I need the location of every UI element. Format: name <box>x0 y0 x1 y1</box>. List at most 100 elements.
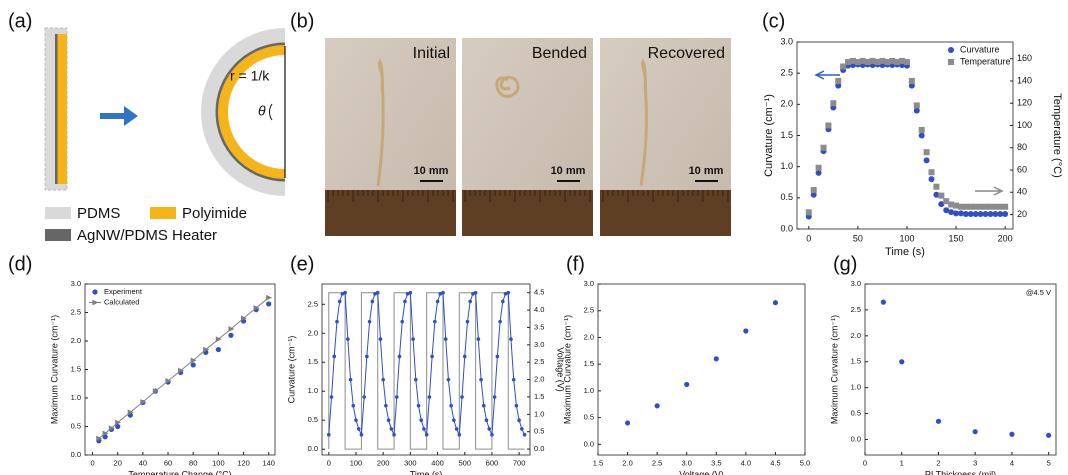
x-tick-label: 120 <box>237 458 250 467</box>
plot-frame <box>864 283 1057 456</box>
series-line <box>328 292 525 450</box>
data-point <box>414 377 418 382</box>
photo-caption: Recovered <box>648 45 725 62</box>
data-point <box>938 201 945 208</box>
data-point <box>654 403 660 409</box>
y-tick-label: 0.5 <box>308 415 318 424</box>
y-tick-label: 1.5 <box>71 364 81 373</box>
data-point <box>462 354 467 359</box>
scale-label: 10 mm <box>414 165 449 177</box>
y-tick-label: 0.0 <box>780 223 793 233</box>
data-point <box>913 102 920 109</box>
x-tick-label: 1 <box>900 458 904 467</box>
panel-label: (c) <box>762 10 785 32</box>
y2-tick-label: 100 <box>1017 120 1032 130</box>
data-point <box>492 395 497 399</box>
data-point <box>820 144 827 151</box>
y-tick-label: 1.5 <box>851 357 861 366</box>
y-tick-label: 2.5 <box>71 307 81 316</box>
data-point <box>1002 211 1009 218</box>
data-point <box>228 332 234 338</box>
x-tick-label: 3 <box>973 458 977 467</box>
data-point <box>923 157 930 164</box>
data-point <box>948 209 955 216</box>
data-point <box>810 191 817 198</box>
y2-tick-label: 3.5 <box>534 322 544 331</box>
series-line <box>98 297 270 439</box>
data-point <box>356 427 361 431</box>
data-point <box>465 319 470 324</box>
data-point <box>392 432 396 437</box>
data-point <box>348 377 353 382</box>
y-tick-label: 3.0 <box>71 279 81 288</box>
data-point <box>468 299 472 304</box>
y-tick-label: 2.0 <box>584 332 594 341</box>
y2-tick-label: 1.0 <box>534 409 544 418</box>
data-point <box>713 356 719 362</box>
data-point <box>394 395 399 399</box>
y-tick-label: 1.0 <box>71 393 81 402</box>
y-tick-label: 0.0 <box>851 434 861 443</box>
legend-label: Polyimide <box>182 205 247 222</box>
y2-tick-label: 2.0 <box>534 375 544 384</box>
data-point <box>889 57 896 64</box>
data-point <box>840 63 847 70</box>
data-point <box>340 292 345 296</box>
legend-label: AgNW/PDMS Heater <box>77 227 217 244</box>
data-point <box>108 425 115 432</box>
scale-label: 10 mm <box>689 165 724 177</box>
data-point <box>438 292 443 296</box>
axis-arrow <box>814 70 840 80</box>
data-point <box>874 59 881 66</box>
data-point <box>511 377 516 382</box>
legend-swatch <box>45 229 71 241</box>
y-axis-label: Maximum Curvature (cm⁻¹) <box>562 315 572 424</box>
data-point <box>384 403 388 408</box>
data-point <box>365 354 369 359</box>
plot-frame <box>796 41 1014 230</box>
x-tick-label: 3.5 <box>711 458 721 467</box>
legend-marker <box>948 59 954 65</box>
legend-marker <box>92 299 99 306</box>
data-point <box>375 290 380 295</box>
plot-frame <box>597 283 806 456</box>
x-tick-label: 140 <box>262 458 275 467</box>
data-point <box>948 201 955 208</box>
data-point <box>967 211 974 218</box>
data-point <box>373 292 377 296</box>
data-point <box>190 362 196 368</box>
data-point <box>332 354 337 359</box>
data-point <box>815 164 822 171</box>
photos: Initial 10 mm Bended 10 mm Recovered 10 mm <box>325 38 731 236</box>
data-point <box>329 395 334 399</box>
y2-tick-label: 0.5 <box>534 427 544 436</box>
data-point <box>772 300 779 306</box>
panel-label: (d) <box>8 253 32 275</box>
data-point <box>520 427 524 431</box>
x-tick-label: 0 <box>863 458 867 467</box>
data-point <box>460 395 464 399</box>
data-point <box>452 418 456 423</box>
y2-tick-label: 20 <box>1017 209 1027 219</box>
angle-label: θ <box>258 103 266 119</box>
y-tick-label: 0.5 <box>71 421 81 430</box>
data-point <box>522 432 527 437</box>
y2-tick-label: 120 <box>1017 98 1032 108</box>
data-point <box>419 418 424 423</box>
x-tick-label: 600 <box>486 458 499 467</box>
sample <box>495 75 520 98</box>
data-point <box>481 403 486 408</box>
y-axis-label: Curvature (cm⁻¹) <box>286 336 296 404</box>
ruler <box>325 190 456 236</box>
data-point <box>140 399 147 405</box>
scale-label: 10 mm <box>551 165 586 177</box>
data-point <box>913 107 920 114</box>
legend-swatch <box>150 207 176 219</box>
x-tick-label: 0 <box>90 458 94 467</box>
data-point <box>165 378 172 384</box>
data-point <box>443 337 448 341</box>
y-tick-label: 1.5 <box>584 359 594 368</box>
data-point <box>908 77 915 84</box>
y2-tick-label: 140 <box>1017 75 1032 85</box>
